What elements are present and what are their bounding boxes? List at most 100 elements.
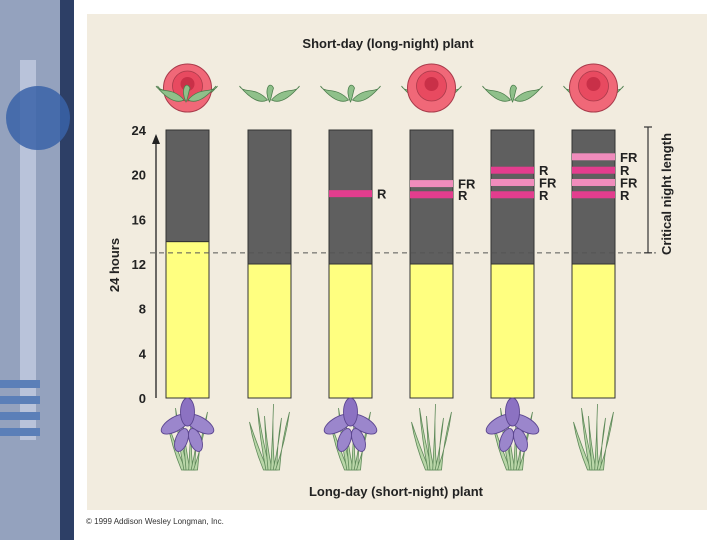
flash-label: R	[539, 163, 549, 178]
y-axis	[152, 134, 160, 398]
grass-blade	[264, 415, 273, 471]
day-segment	[409, 263, 454, 399]
grass-blade	[432, 403, 438, 471]
top-plant-4	[401, 63, 462, 113]
day-segment	[490, 263, 535, 399]
top-plant-2	[239, 84, 300, 103]
iris-petal	[174, 428, 189, 452]
top-plant-5	[482, 84, 543, 103]
light-flash-fr	[410, 180, 453, 188]
grass-blade	[588, 415, 597, 471]
top-plant-6	[563, 63, 624, 113]
light-flash-r	[410, 191, 453, 199]
copyright-notice: © 1999 Addison Wesley Longman, Inc.	[86, 517, 224, 526]
day-segment	[247, 263, 292, 399]
flash-label: FR	[458, 177, 476, 192]
critical-night-length-label: Critical night length	[659, 133, 674, 255]
leaf	[320, 85, 350, 102]
top-plant-side-leaves	[155, 84, 217, 103]
y-tick-label: 12	[132, 257, 146, 272]
flash-label: FR	[620, 175, 638, 190]
top-plant-3	[320, 84, 381, 103]
bottom-plant-3	[323, 397, 378, 471]
leaf	[347, 84, 355, 103]
leaf	[270, 85, 300, 102]
iris-petal	[337, 428, 352, 452]
flash-label: FR	[539, 175, 557, 190]
light-flash-fr	[572, 153, 615, 161]
flash-label: FR	[620, 150, 638, 165]
light-flash-r	[491, 191, 534, 199]
flash-label: R	[539, 188, 549, 203]
grass-blade	[434, 417, 444, 471]
iris-petal	[351, 428, 366, 452]
iris-petal	[188, 428, 203, 452]
light-flash-r	[572, 166, 615, 174]
bottom-plants-row	[160, 397, 614, 471]
grass-blade	[594, 403, 600, 471]
flash-label: R	[620, 163, 630, 178]
y-axis-ticks: 0 4 8 12 16 20 24	[132, 123, 147, 406]
bar-2	[247, 129, 292, 399]
leaf	[351, 85, 381, 102]
light-flash-r	[572, 191, 615, 199]
light-flash-r	[491, 166, 534, 174]
iris-petal	[343, 397, 358, 427]
iris-petal	[505, 397, 520, 427]
light-flash-fr	[572, 178, 615, 186]
bar-1	[165, 129, 210, 399]
rose-center	[424, 77, 439, 91]
night-segment	[247, 129, 292, 265]
leaf	[513, 85, 543, 102]
leaf	[155, 85, 185, 102]
grass-blade	[436, 411, 452, 471]
day-segment	[165, 241, 210, 399]
bottom-plant-5	[485, 397, 540, 471]
iris-petal	[499, 428, 514, 452]
night-segment	[165, 129, 210, 243]
iris-petal	[180, 397, 195, 427]
top-title: Short-day (long-night) plant	[302, 36, 474, 51]
grass-blade	[426, 415, 435, 471]
y-tick-label: 16	[132, 212, 146, 227]
bar-3: R	[328, 129, 387, 399]
bottom-plant-2	[249, 403, 290, 471]
bottom-plant-1	[160, 397, 215, 471]
y-tick-label: 0	[139, 391, 146, 406]
bottom-plant-6	[573, 403, 614, 471]
grass-blade	[270, 403, 276, 471]
light-flash-fr	[491, 178, 534, 186]
leaf	[187, 85, 217, 102]
leaf	[239, 85, 269, 102]
y-tick-label: 24	[132, 123, 147, 138]
y-tick-label: 4	[139, 346, 147, 361]
light-flash-r	[329, 190, 372, 198]
critical-night-bracket	[150, 126, 656, 254]
flash-label: R	[458, 188, 468, 203]
iris-petal	[513, 428, 528, 452]
bottom-title: Long-day (short-night) plant	[309, 484, 484, 499]
leaf	[482, 85, 512, 102]
flash-label: R	[620, 188, 630, 203]
y-tick-label: 20	[132, 168, 146, 183]
y-tick-label: 8	[139, 302, 146, 317]
slide-sidebar-decoration	[0, 0, 74, 540]
grass-blade	[272, 417, 282, 471]
day-segment	[571, 263, 616, 399]
y-axis-label: 24 hours	[107, 238, 122, 292]
leaf	[266, 84, 274, 103]
grass-blade	[596, 417, 606, 471]
bar-4: FRR	[409, 129, 476, 399]
rose-center	[586, 77, 601, 91]
top-plants-row	[155, 63, 624, 113]
grass-blade	[598, 411, 614, 471]
flash-label: R	[377, 187, 387, 202]
y-axis-arrow	[152, 134, 160, 144]
day-segment	[328, 263, 373, 399]
grass-blade	[274, 411, 290, 471]
leaf	[183, 84, 191, 103]
